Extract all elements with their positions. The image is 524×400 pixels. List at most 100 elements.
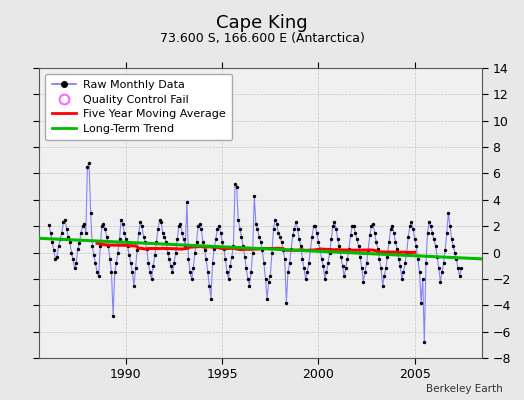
Point [350,223,358,229]
Point [260,260,268,266]
Point [229,243,237,249]
Point [221,256,230,262]
Point [430,236,438,242]
Point [407,219,416,226]
Point [367,223,376,229]
Point [395,256,403,262]
Point [112,260,121,266]
Point [220,245,228,252]
Point [268,249,276,256]
Point [146,269,154,276]
Point [290,226,299,232]
Point [168,269,177,276]
Point [351,230,359,236]
Point [167,262,175,269]
Point [75,240,84,246]
Point [223,269,231,276]
Point [280,256,289,262]
Point [340,273,348,280]
Point [345,245,353,252]
Point [357,265,366,272]
Point [255,234,263,240]
Point [353,236,361,242]
Point [447,236,456,242]
Point [178,230,186,236]
Point [257,239,265,245]
Point [434,265,443,272]
Point [425,219,433,226]
Point [295,236,303,242]
Point [381,265,390,272]
Point [250,193,258,199]
Point [410,236,419,242]
Point [149,262,157,269]
Point [79,223,87,229]
Point [199,239,207,245]
Point [231,181,239,187]
Point [107,269,116,276]
Point [348,223,356,229]
Point [122,236,130,242]
Point [64,234,72,240]
Point [104,243,113,249]
Point [136,219,145,226]
Point [176,220,184,227]
Point [272,220,281,227]
Point [139,234,148,240]
Point [301,276,310,282]
Point [420,339,429,345]
Point [147,276,156,282]
Point [106,256,114,262]
Point [372,239,380,245]
Point [72,260,80,266]
Point [85,160,93,166]
Point [399,269,408,276]
Point [103,234,111,240]
Point [258,247,267,253]
Point [364,247,373,253]
Point [248,249,257,256]
Point [298,256,307,262]
Point [452,256,461,262]
Point [82,230,90,236]
Point [253,226,261,232]
Point [324,260,332,266]
Point [189,265,198,272]
Point [90,252,98,258]
Point [282,300,290,306]
Point [438,269,446,276]
Point [183,199,191,206]
Point [428,230,436,236]
Point [96,243,104,249]
Point [388,223,397,229]
Point [133,247,141,253]
Point [51,256,60,262]
Point [284,269,292,276]
Point [422,260,430,266]
Point [88,243,96,249]
Point [252,220,260,227]
Point [62,226,71,232]
Point [396,262,405,269]
Point [263,296,271,302]
Point [316,245,324,252]
Point [59,219,68,226]
Point [380,273,388,280]
Point [125,252,133,258]
Point [245,282,254,289]
Point [236,226,244,232]
Point [239,243,247,249]
Point [386,226,395,232]
Point [343,256,352,262]
Point [385,239,393,245]
Point [93,269,101,276]
Point [192,239,201,245]
Point [224,276,233,282]
Point [457,265,465,272]
Point [162,239,170,245]
Point [242,265,250,272]
Point [354,243,363,249]
Point [135,230,143,236]
Point [377,265,385,272]
Point [427,223,435,229]
